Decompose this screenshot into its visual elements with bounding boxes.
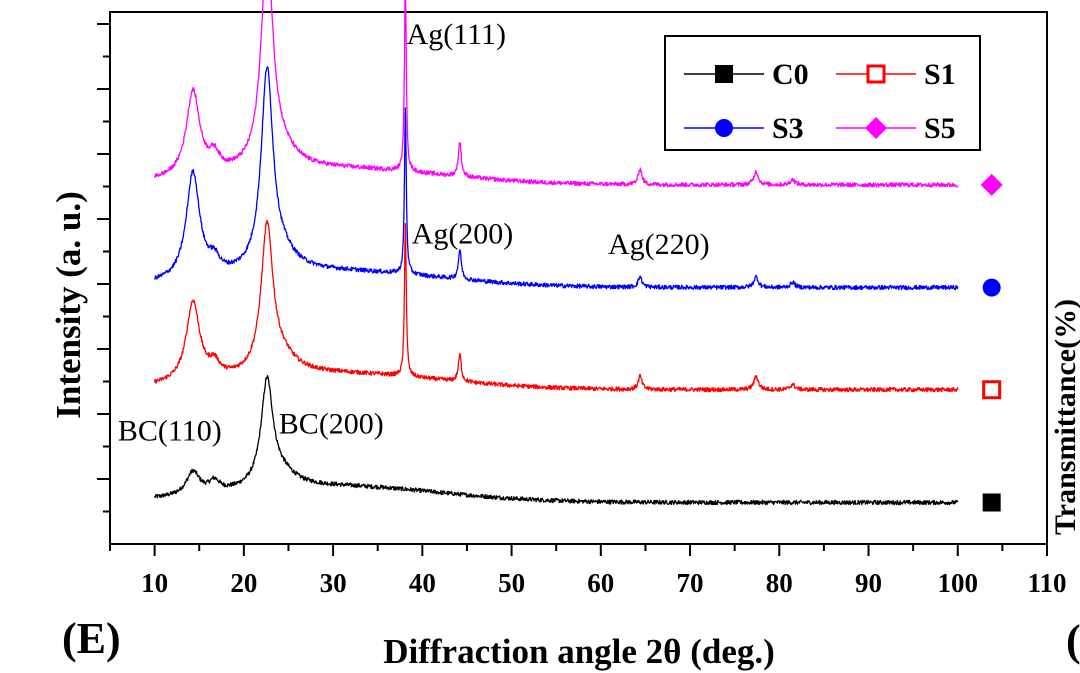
legend-marker-C0	[715, 65, 733, 83]
legend-label-S5: S5	[924, 112, 956, 145]
series-marker-S3	[982, 278, 1001, 297]
series-line-C0	[153, 375, 959, 506]
series-marker-S1	[982, 380, 1002, 400]
legend-marker-S3	[715, 119, 733, 137]
peak-annotation: Ag(111)	[407, 18, 506, 51]
x-tick-label: 30	[320, 568, 347, 598]
peak-annotation: BC(110)	[118, 414, 222, 447]
peak-annotation: Ag(220)	[608, 228, 710, 261]
legend-marker-S1	[866, 64, 886, 84]
x-tick-label: 100	[938, 568, 979, 598]
series-marker-S5	[980, 173, 1003, 196]
panel-label: (E)	[62, 614, 121, 663]
plot-border	[109, 11, 1048, 545]
x-tick-label: 10	[141, 568, 168, 598]
x-tick-label: 80	[766, 568, 793, 598]
legend-marker-S5	[865, 117, 887, 139]
x-tick-label: 70	[677, 568, 704, 598]
x-tick-label: 90	[855, 568, 882, 598]
x-tick-label: 110	[1027, 568, 1066, 598]
annotations-layer: Ag(111) Ag(200) Ag(220) BC(110) BC(200)	[118, 18, 710, 447]
neighbor-panel-label-fragment: (	[1066, 616, 1080, 665]
legend-label-S1: S1	[924, 58, 956, 91]
x-tick-label: 20	[230, 568, 257, 598]
peak-annotation: Ag(200)	[412, 217, 514, 250]
series-line-S3	[154, 66, 959, 291]
legend-label-C0: C0	[772, 58, 809, 91]
x-axis-ticks: 10 20 30 40 50 60 70 80 90 100 110	[109, 544, 1067, 598]
peak-annotation: BC(200)	[279, 407, 384, 440]
series-line-S1	[153, 219, 959, 393]
legend: C0 S1 S3 S5	[664, 35, 981, 151]
plot-frame	[109, 11, 1048, 545]
x-tick-label: 50	[498, 568, 525, 598]
series-line-S5	[154, 0, 959, 188]
x-tick-label: 40	[409, 568, 436, 598]
x-axis-label: Diffraction angle 2θ (deg.)	[383, 632, 775, 671]
neighbor-panel-ylabel: Transmittance(%)	[1049, 299, 1080, 535]
series-layer	[153, 0, 1003, 512]
x-tick-label: 60	[587, 568, 614, 598]
legend-label-S3: S3	[772, 112, 804, 145]
y-axis-ticks	[97, 23, 109, 513]
y-axis-label: Intensity (a. u.)	[49, 191, 88, 419]
series-marker-C0	[982, 493, 1001, 512]
